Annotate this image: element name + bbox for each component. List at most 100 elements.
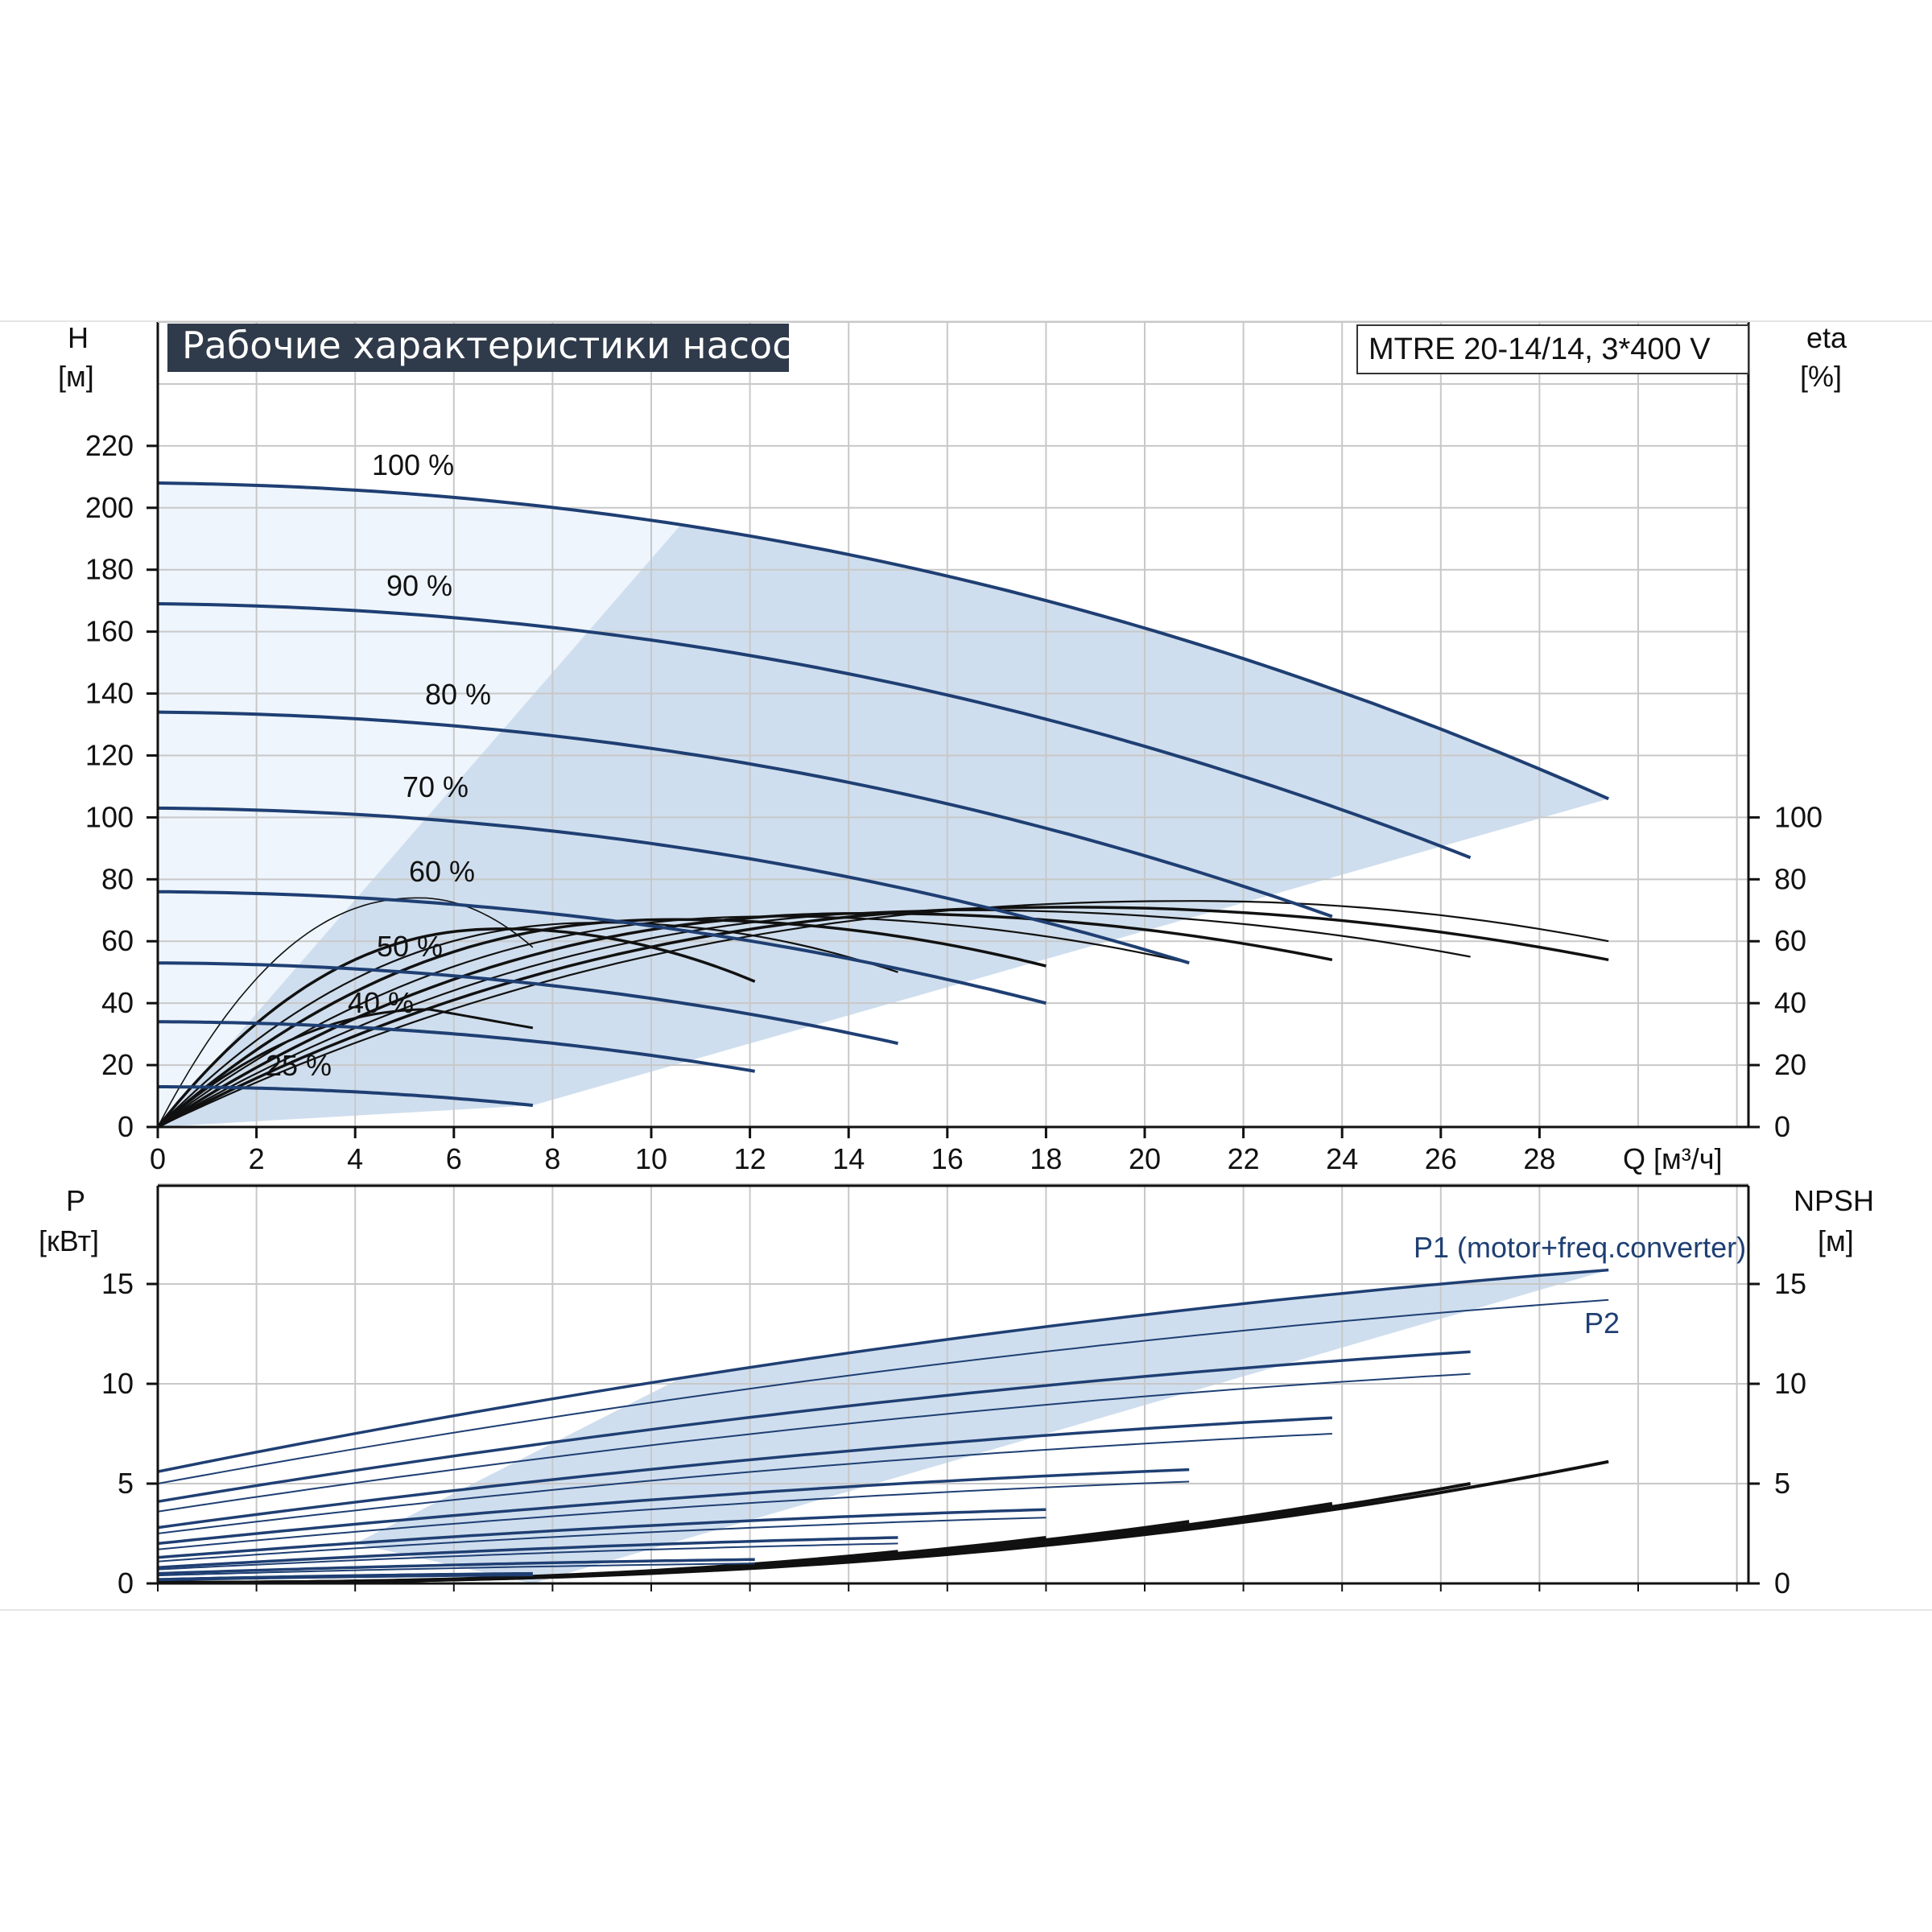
y-right-tick-label: 15 (1774, 1267, 1806, 1300)
y-tick-label: 180 (85, 553, 134, 586)
speed-label: 60 % (409, 855, 475, 888)
y-left-label-bottom: P (66, 1184, 85, 1217)
p2-curve (157, 1563, 755, 1577)
y-right-label-top: eta (1806, 321, 1847, 354)
head-axes: 0204060801001201401601802002200204060801… (85, 321, 1823, 1175)
y-right-tick-label: 10 (1774, 1367, 1806, 1400)
head-curve (157, 481, 1610, 801)
power-axes: 0 5 10 15 0 5 10 15 (101, 1184, 1806, 1600)
y-tick-label: 80 (101, 862, 134, 895)
p2-curve (157, 1575, 533, 1582)
efficiency-curve (156, 918, 1046, 1129)
y-tick-label: 0 (118, 1110, 134, 1143)
p1-curve (157, 1268, 1609, 1473)
x-tick-label: 4 (347, 1142, 363, 1175)
y-right-tick-label: 60 (1774, 924, 1806, 957)
efficiency-curve (157, 900, 1609, 1128)
p1-curve (157, 1558, 755, 1575)
model-box (1356, 324, 1749, 374)
head-curve (158, 1085, 534, 1108)
y-right-tick-label: 20 (1774, 1048, 1806, 1081)
y-right-tick-label: 100 (1774, 800, 1823, 833)
p2-curve (157, 1542, 898, 1571)
y-tick-label: 40 (101, 986, 134, 1019)
p2-curve (157, 1433, 1332, 1534)
y-right-tick-label: 5 (1774, 1467, 1790, 1500)
y-right-unit-top: [%] (1800, 360, 1842, 393)
x-tick-label: 14 (832, 1142, 865, 1175)
p1-curve (157, 1468, 1190, 1546)
x-axis-label: Q [м³/ч] (1623, 1142, 1723, 1175)
speed-label: 50 % (377, 930, 443, 963)
p1-curve (157, 1536, 898, 1569)
power-area-fill (355, 1269, 1609, 1583)
y-right-unit-bottom: [м] (1818, 1224, 1854, 1257)
efficiency-curve (157, 909, 1471, 1128)
power-npsh-panel: 0 5 10 15 0 5 10 15 (101, 1183, 1806, 1600)
operating-region (158, 524, 1609, 1127)
x-tick-label: 24 (1326, 1142, 1358, 1175)
chart-title: Рабочие характеристики насоса (182, 324, 815, 367)
x-tick-label: 20 (1129, 1142, 1161, 1175)
p2-curve (157, 1373, 1471, 1513)
p2-curve (157, 1298, 1609, 1484)
x-tick-label: 6 (446, 1142, 462, 1175)
head-curve (157, 806, 1190, 965)
y-tick-label: 140 (85, 677, 134, 710)
y-tick-label: 200 (85, 491, 134, 524)
head-curve (158, 961, 898, 1046)
y-tick-label: 160 (85, 615, 134, 648)
p2-curve (157, 1517, 1046, 1563)
y-tick-label: 220 (85, 429, 134, 462)
head-curve (157, 710, 1333, 919)
y-tick-label: 0 (118, 1567, 134, 1600)
npsh-curve (158, 1550, 898, 1584)
x-tick-label: 8 (544, 1142, 560, 1175)
y-tick-label: 5 (118, 1467, 134, 1500)
efficiency-curve (157, 906, 1609, 1129)
y-right-tick-label: 40 (1774, 986, 1806, 1019)
x-tick-label: 28 (1523, 1142, 1555, 1175)
speed-label: 70 % (402, 770, 469, 803)
x-tick-label: 18 (1030, 1142, 1062, 1175)
p1-curve (157, 1350, 1471, 1504)
p1-series-label: P1 (motor+freq.converter) (1414, 1231, 1746, 1264)
y-tick-label: 120 (85, 738, 134, 771)
head-curve (157, 602, 1472, 860)
y-tick-label: 60 (101, 924, 134, 957)
p2-series-label: P2 (1584, 1307, 1620, 1340)
head-curves (157, 481, 1610, 1108)
p1-curve (157, 1508, 1046, 1559)
x-tick-label: 2 (249, 1142, 265, 1175)
x-tick-label: 16 (931, 1142, 964, 1175)
speed-percent-labels: 100 % 90 % 80 % 70 % 60 % 50 % 40 % 25 % (266, 448, 491, 1082)
x-tick-label: 26 (1425, 1142, 1457, 1175)
y-right-tick-label: 0 (1774, 1567, 1790, 1600)
efficiency-curve-small (157, 1008, 534, 1129)
head-curve (157, 890, 1046, 1005)
operating-area-fill (158, 483, 1609, 1127)
y-tick-label: 10 (101, 1367, 134, 1400)
p1-curve (157, 1571, 533, 1581)
x-tick-label: 0 (150, 1142, 166, 1175)
x-tick-label: 10 (635, 1142, 667, 1175)
y-right-label-bottom: NPSH (1794, 1184, 1874, 1217)
y-right-tick-label: 80 (1774, 862, 1806, 895)
y-right-tick-label: 0 (1774, 1110, 1790, 1143)
model-label: MTRE 20-14/14, 3*400 V (1368, 332, 1711, 366)
head-efficiency-panel: 100 %90 %80 %70 %60 %50 %40 %25 % 020406… (85, 321, 1823, 1175)
y-tick-label: 100 (85, 800, 134, 833)
y-left-label-top: H (68, 321, 89, 354)
y-left-unit-bottom: [кВт] (39, 1224, 99, 1257)
speed-label: 100 % (372, 448, 454, 481)
head-curve (157, 1020, 756, 1073)
y-tick-label: 20 (101, 1048, 134, 1081)
power-curves (157, 1268, 1609, 1582)
p2-curve (157, 1480, 1190, 1550)
speed-label: 80 % (425, 678, 491, 711)
y-tick-label: 15 (101, 1267, 134, 1300)
title-box (167, 324, 789, 372)
x-tick-label: 12 (734, 1142, 766, 1175)
efficiency-curve (157, 915, 1190, 1128)
